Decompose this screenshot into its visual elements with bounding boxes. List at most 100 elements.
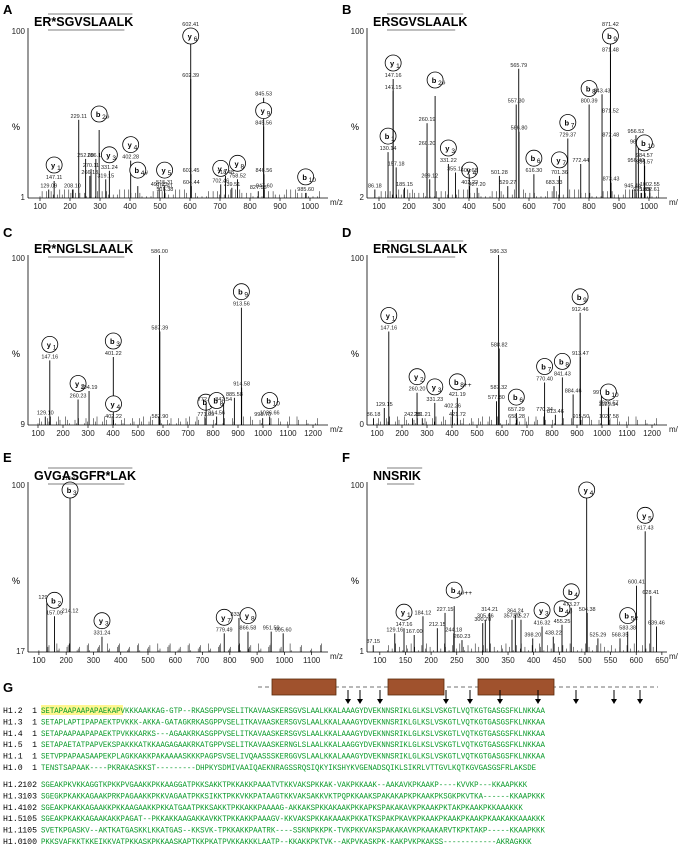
secondary-structure-bar xyxy=(258,678,658,696)
ion-label-sub: 7 xyxy=(562,160,566,167)
ion-label-sub: 4 xyxy=(473,170,477,177)
alignment-row: H1.5 1 SETAPAETATPAPVEKSPAKKKATKKAAGAGAAKR… xyxy=(3,741,545,750)
alignment-row-sequence: SETAPAETATPAPVEKSPAKKKATKKAAGAGAAKRKATGP… xyxy=(41,741,545,750)
ion-circle xyxy=(104,332,122,350)
alignment-row-name: H1.0 xyxy=(3,838,23,847)
peak-label: 841.43 xyxy=(554,371,571,377)
ion-label: y xyxy=(445,144,450,153)
ion-label-sub: 4 xyxy=(574,592,578,599)
ion-circle xyxy=(61,481,79,499)
peak-label: 770.40 xyxy=(536,377,553,383)
peak-label: 401.22 xyxy=(105,351,122,357)
alignment-row: H1.1 105 SVETKPGASKV--AKTKATGASKKLKKATGAS-… xyxy=(3,827,545,836)
panel-label-f: F xyxy=(342,450,350,465)
peak-label: 718.48 xyxy=(217,170,234,176)
peak-label: 208.10 xyxy=(64,184,81,190)
peak-label: 331.24 xyxy=(101,165,118,171)
peak-label: 147.16 xyxy=(380,326,397,332)
ion-label-sub: 8 xyxy=(565,361,569,368)
highlight-region xyxy=(41,705,123,715)
ion-label: b xyxy=(605,388,610,397)
peak-label: 985.60 xyxy=(297,187,314,193)
peak-label: 568.35 xyxy=(612,632,629,638)
x-tick-label: 600 xyxy=(156,429,170,438)
peak-label: 871.48 xyxy=(602,48,619,54)
peak-label: 147.11 xyxy=(46,175,62,181)
peak-label: 913.56 xyxy=(233,302,250,308)
x-tick-label: 150 xyxy=(399,656,413,665)
site-arrow-head xyxy=(443,699,449,704)
ion-circle xyxy=(215,608,233,626)
ion-label-sub: 4 xyxy=(134,145,138,152)
ion-circle xyxy=(507,388,525,406)
alignment-row-name: H1.2 xyxy=(3,707,23,716)
ion-label-sub: 6 xyxy=(537,158,541,165)
x-tick-label: 1000 xyxy=(254,429,272,438)
peak-label: 814.56 xyxy=(208,411,225,417)
peak-label: 400.68 xyxy=(461,168,478,174)
peptide-title: NNSRIK xyxy=(373,469,421,483)
peak-label: 912.46 xyxy=(572,307,589,313)
alignment-row: H1.4 1 SETAPAAPAAPAPAEKTPVKKKARKS---AGAAKR… xyxy=(3,730,545,739)
panel-label-d: D xyxy=(342,225,351,240)
ion-circle xyxy=(45,156,63,174)
peak-label: 1026.57 xyxy=(599,400,619,406)
ion-circle xyxy=(578,481,596,499)
x-tick-label: 400 xyxy=(123,202,137,211)
x-tick-label: 300 xyxy=(87,656,101,665)
ion-label: b xyxy=(110,337,115,346)
alignment-row-name: H1.3 xyxy=(3,792,23,801)
ion-circle xyxy=(255,102,273,119)
x-tick-label: 1100 xyxy=(279,429,297,438)
ion-label-sub: 3 xyxy=(105,621,109,628)
ion-circle xyxy=(239,607,257,624)
ion-circle xyxy=(384,54,402,72)
alignment-row-name: H1.3 xyxy=(3,718,23,727)
ion-circle xyxy=(122,136,140,154)
ion-label: b xyxy=(541,363,546,372)
alignment-row-sequence: PKKSVAFKKTKKEIKKVATPKKASKPKKAASKAPTKKPKA… xyxy=(41,838,532,847)
ion-label: b xyxy=(302,173,307,182)
peak-label: 87.15 xyxy=(366,639,380,645)
peak-label: 913.47 xyxy=(572,351,589,357)
x-tick-label: 700 xyxy=(181,429,195,438)
panel-label-b: B xyxy=(342,2,351,17)
peak-label: 657.29 xyxy=(508,407,525,413)
peak-label: 286.13 xyxy=(87,153,104,159)
x-tick-label: 900 xyxy=(250,656,264,665)
peak-label: 956.52 xyxy=(628,129,645,135)
y-bottom-label: 1 xyxy=(360,647,365,656)
y-axis-label: % xyxy=(12,122,20,132)
ion-label: y xyxy=(99,617,104,626)
ion-label-sub: 4# xyxy=(565,609,573,616)
alignment-row-start: 100 xyxy=(22,838,37,847)
ion-label: y xyxy=(234,159,239,168)
peak-label: 157.18 xyxy=(388,161,405,167)
x-axis-label: m/z xyxy=(330,425,343,434)
peak-label: 701.36 xyxy=(551,170,568,176)
ion-label-sub: 2# xyxy=(438,80,446,87)
peak-label: 260.19 xyxy=(419,117,436,123)
y-bottom-label: 9 xyxy=(21,420,26,429)
ion-label-sub: 8 xyxy=(592,89,596,96)
spectrum-panel-f: 100 1% 100 150 200 250 300 350 400 450 500 550 600 65… xyxy=(351,467,678,665)
peak-label: 129.10 xyxy=(37,411,54,417)
peak-label: 473.27 xyxy=(563,602,580,608)
ion-label: y xyxy=(467,166,472,175)
ion-label-sub: 2# xyxy=(102,114,110,121)
peptide-title: ER*SGVSLAALK xyxy=(34,15,133,29)
x-tick-label: 400 xyxy=(527,656,541,665)
x-tick-label: 200 xyxy=(402,202,416,211)
ion-label: y xyxy=(75,380,80,389)
peak-label: 416.32 xyxy=(534,621,551,627)
ion-label: b xyxy=(51,596,56,605)
x-tick-label: 300 xyxy=(476,656,490,665)
panel-label-e: E xyxy=(3,450,12,465)
x-tick-label: 600 xyxy=(522,202,536,211)
site-arrow-head xyxy=(357,699,363,704)
peak-label: 873.43 xyxy=(603,177,620,183)
peak-label: 846.56 xyxy=(256,168,273,174)
ion-label-sub: 8 xyxy=(251,616,255,623)
ion-circle xyxy=(156,161,173,179)
peak-label: 86.18 xyxy=(368,184,382,190)
